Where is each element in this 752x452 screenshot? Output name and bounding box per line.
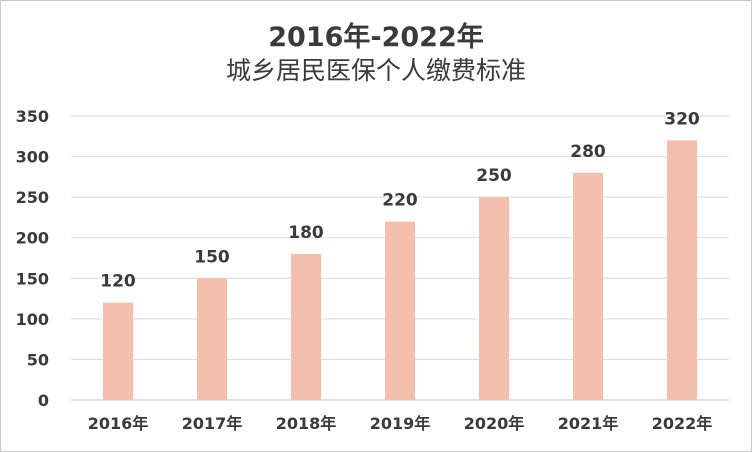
y-tick-label: 300: [16, 148, 49, 167]
y-tick-label: 100: [16, 310, 49, 329]
data-label: 280: [570, 142, 606, 162]
bar-2018年: [291, 253, 321, 400]
x-tick-label: 2022年: [652, 414, 713, 433]
x-tick-label: 2021年: [558, 414, 619, 433]
data-label: 250: [476, 166, 512, 186]
chart-title: 2016年-2022年: [268, 22, 484, 53]
data-label: 220: [382, 190, 418, 210]
x-tick-label: 2019年: [370, 414, 431, 433]
y-tick-label: 250: [16, 188, 49, 207]
bar-2020年: [479, 197, 509, 400]
x-tick-label: 2020年: [464, 414, 525, 433]
y-tick-label: 350: [16, 107, 49, 126]
chart-subtitle: 城乡居民医保个人缴费标准: [225, 56, 526, 85]
bars: [103, 140, 697, 401]
data-label: 320: [664, 109, 700, 129]
x-tick-label: 2017年: [182, 414, 243, 433]
data-label: 180: [288, 223, 324, 243]
bar-2021年: [573, 172, 603, 400]
x-axis: 2016年 2017年 2018年 2019年 2020年 2021年 2022年: [88, 414, 713, 433]
y-tick-label: 150: [16, 269, 49, 288]
x-tick-label: 2018年: [276, 414, 337, 433]
bar-2019年: [385, 221, 415, 400]
x-tick-label: 2016年: [88, 414, 149, 433]
y-tick-label: 0: [38, 391, 49, 410]
bar-2016年: [103, 302, 133, 400]
y-tick-label: 200: [16, 229, 49, 248]
bar-2017年: [197, 278, 227, 400]
y-tick-label: 50: [27, 350, 49, 369]
data-label: 120: [100, 272, 136, 292]
bar-2022年: [667, 140, 697, 401]
y-axis: 0 50 100 150 200 250 300 350: [16, 107, 49, 410]
data-label: 150: [194, 247, 230, 267]
data-labels: 120 150 180 220 250 280 320: [100, 109, 700, 291]
